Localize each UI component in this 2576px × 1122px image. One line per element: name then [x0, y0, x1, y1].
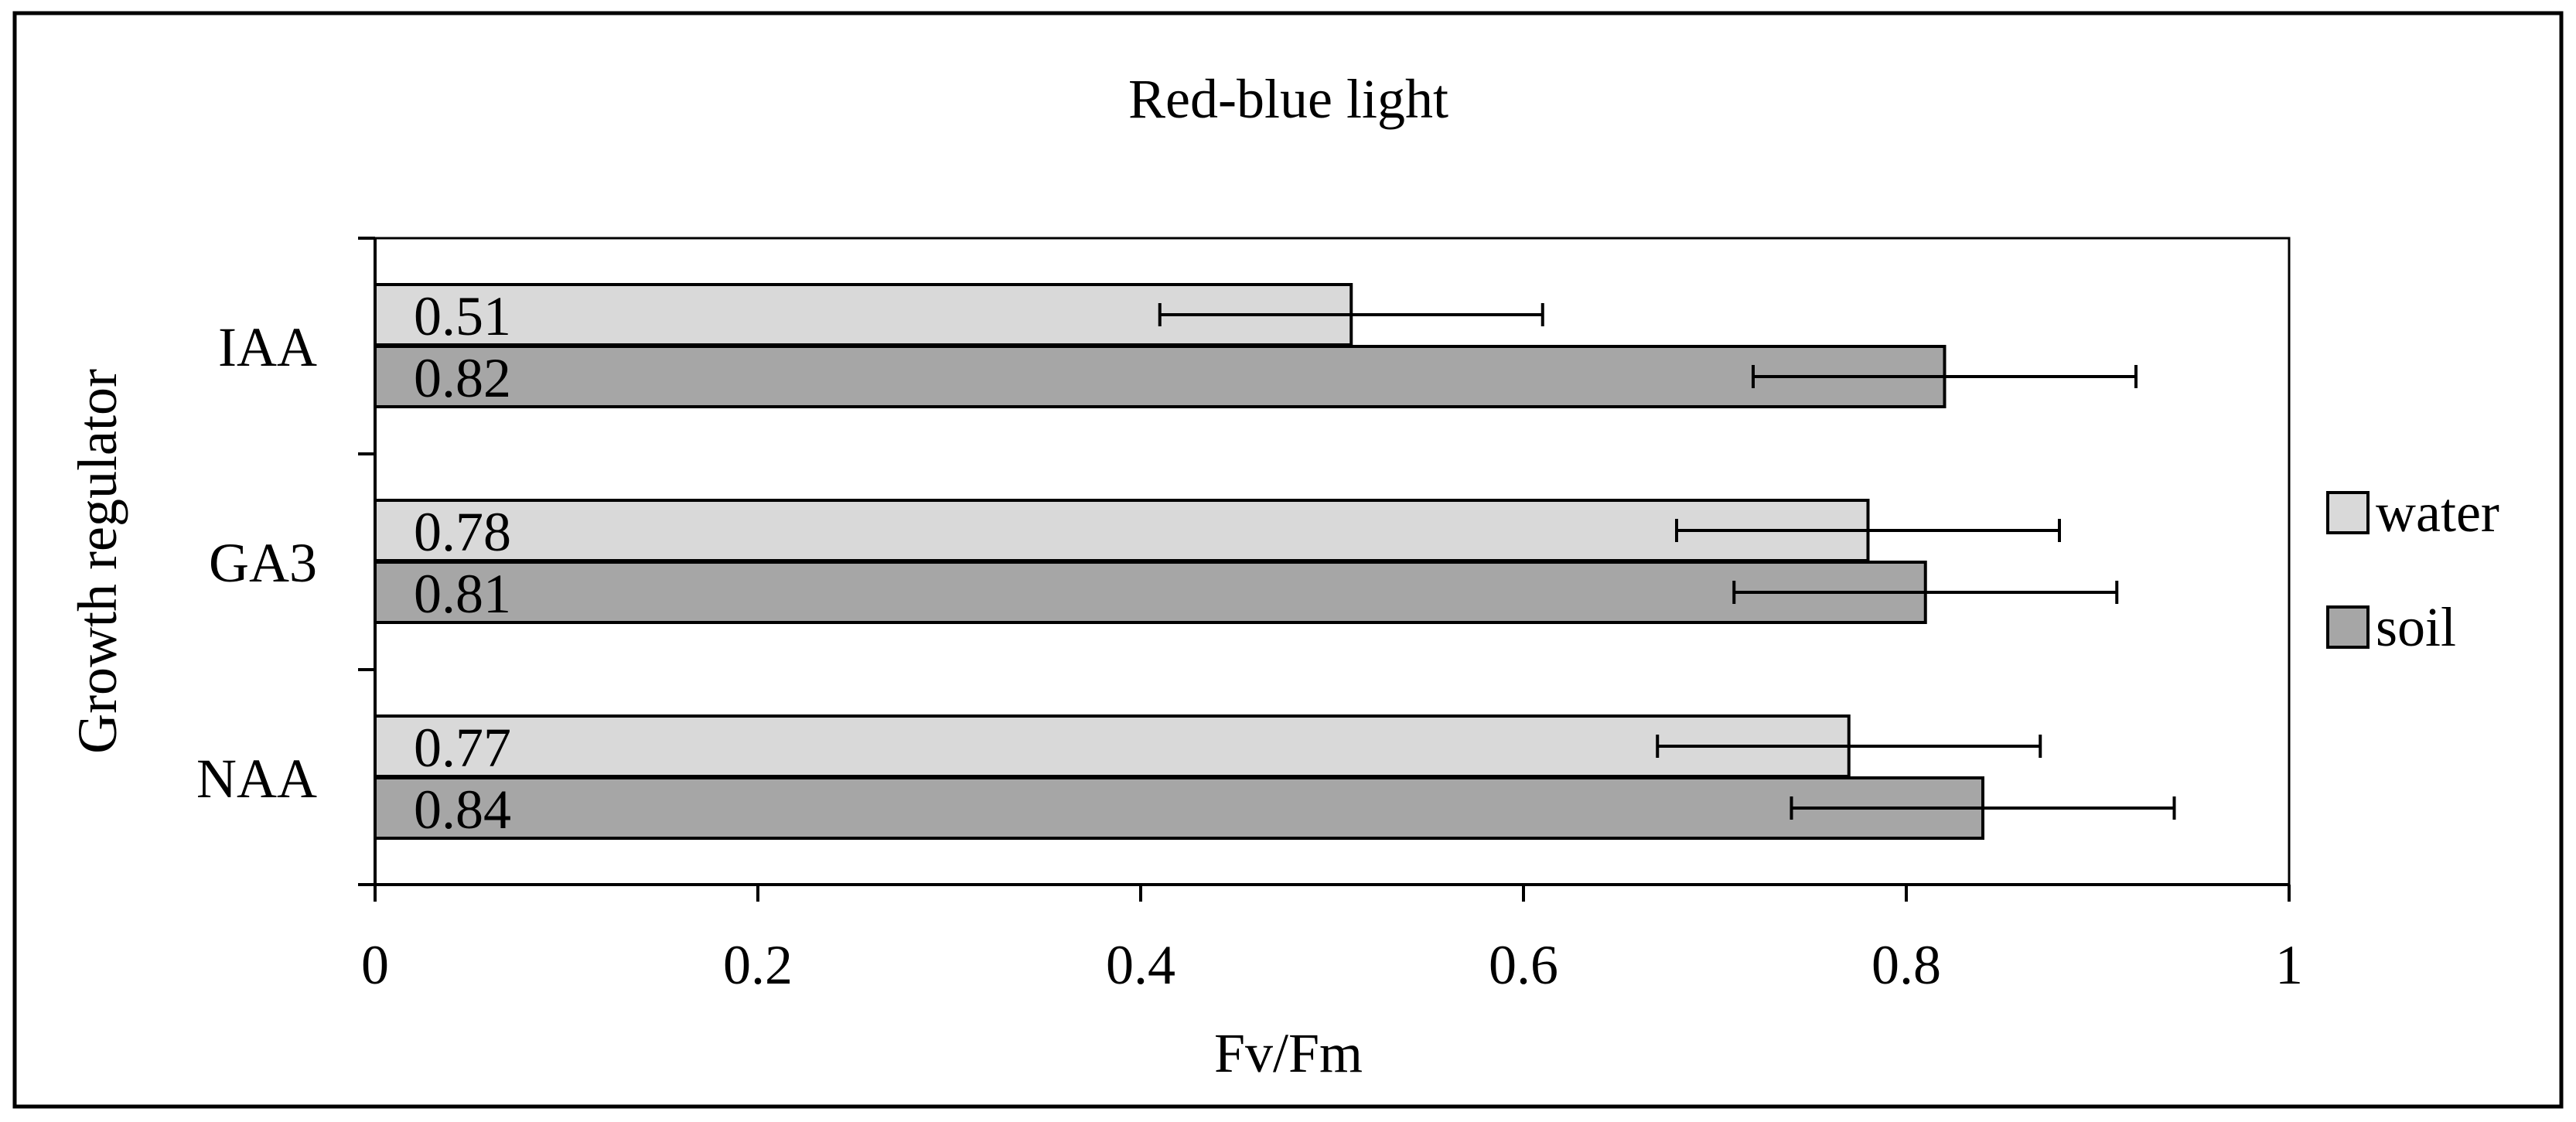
bar-soil-naa — [374, 776, 1984, 840]
x-tick-label: 0.4 — [1106, 934, 1175, 996]
bar-water-naa — [374, 714, 1851, 778]
x-tick-label: 0.2 — [723, 934, 793, 996]
x-tick-label: 0 — [361, 934, 389, 996]
y-tick-label-ga3: GA3 — [209, 532, 317, 594]
x-axis-title: Fv/Fm — [1214, 1022, 1363, 1084]
legend-swatch-soil — [2326, 605, 2370, 649]
legend-swatch-water — [2326, 491, 2370, 534]
bar-soil-ga3 — [374, 561, 1927, 624]
y-axis-title: Growth regulator — [67, 369, 128, 754]
bar-water-ga3 — [374, 499, 1870, 562]
x-tick-label: 0.6 — [1489, 934, 1558, 996]
data-label: 0.84 — [414, 779, 511, 841]
data-label: 0.82 — [414, 347, 511, 409]
data-label: 0.51 — [414, 285, 511, 347]
bar-soil-iaa — [374, 345, 1947, 408]
x-tick-label: 0.8 — [1871, 934, 1941, 996]
x-tick-label: 1 — [2275, 934, 2303, 996]
bars-layer: 0.510.82 0.780.81 0.770.84 — [374, 283, 2176, 841]
data-label: 0.78 — [414, 501, 511, 563]
chart-title: Red-blue light — [1128, 68, 1448, 130]
legend-label-water: water — [2376, 482, 2499, 544]
y-tick-label-naa: NAA — [196, 748, 317, 810]
legend: water soil — [2326, 482, 2499, 658]
legend-label-soil: soil — [2376, 596, 2456, 658]
y-tick-label-iaa: IAA — [218, 316, 317, 378]
data-label: 0.77 — [414, 717, 511, 779]
data-label: 0.81 — [414, 563, 511, 625]
